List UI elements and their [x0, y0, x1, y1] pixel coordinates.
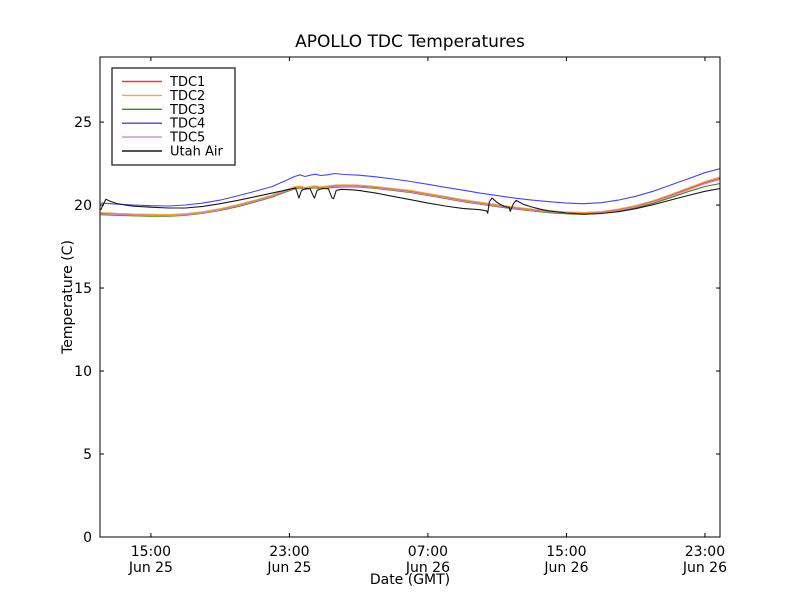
x-axis-label: Date (GMT) — [370, 572, 450, 588]
legend-entry: Utah Air — [122, 145, 223, 160]
legend-label: TDC2 — [169, 89, 205, 104]
legend-label: TDC4 — [169, 117, 205, 132]
legend-entry: TDC3 — [122, 103, 205, 118]
legend-label: Utah Air — [170, 145, 223, 160]
legend-entry: TDC2 — [122, 89, 205, 104]
x-tick-label-time: 15:00 — [546, 544, 586, 560]
y-tick-label: 25 — [74, 115, 92, 131]
plot-series-group — [100, 168, 720, 217]
y-tick-label: 0 — [83, 530, 92, 546]
y-tick-label: 5 — [83, 447, 92, 463]
y-tick-label: 15 — [74, 281, 92, 297]
y-tick-label: 20 — [74, 198, 92, 214]
y-tick-label: 10 — [74, 364, 92, 380]
legend-box — [111, 67, 236, 166]
series-line-tdc4 — [100, 168, 720, 207]
x-tick-label-time: 15:00 — [131, 544, 171, 560]
x-tick-label-date: Jun 26 — [543, 560, 588, 576]
chart-title: APOLLO TDC Temperatures — [295, 32, 525, 52]
legend-entry: TDC5 — [122, 131, 205, 146]
series-line-tdc5 — [100, 178, 720, 217]
x-tick-label-date: Jun 25 — [128, 560, 173, 576]
plot-frame — [99, 56, 721, 538]
x-tick-label-date: Jun 25 — [266, 560, 311, 576]
legend-label: TDC3 — [169, 103, 205, 118]
legend-label: TDC1 — [169, 75, 205, 90]
x-tick-label-date: Jun 26 — [405, 560, 450, 576]
x-tick-label-time: 07:00 — [408, 544, 448, 560]
y-axis-label: Temperature (C) — [60, 240, 76, 355]
x-tick-label-time: 23:00 — [685, 544, 725, 560]
legend-label: TDC5 — [169, 131, 205, 146]
series-line-utah-air — [100, 187, 720, 215]
legend-entry: TDC1 — [122, 75, 205, 90]
x-tick-label-date: Jun 26 — [682, 560, 727, 576]
x-tick-label-time: 23:00 — [269, 544, 309, 560]
series-line-tdc2 — [100, 176, 720, 216]
legend-entry: TDC4 — [122, 117, 205, 132]
